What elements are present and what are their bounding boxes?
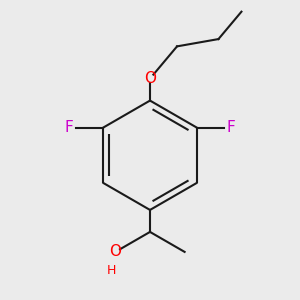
Text: H: H	[106, 264, 116, 277]
Text: O: O	[110, 244, 122, 260]
Text: O: O	[144, 71, 156, 86]
Text: F: F	[64, 120, 73, 135]
Text: F: F	[227, 120, 236, 135]
